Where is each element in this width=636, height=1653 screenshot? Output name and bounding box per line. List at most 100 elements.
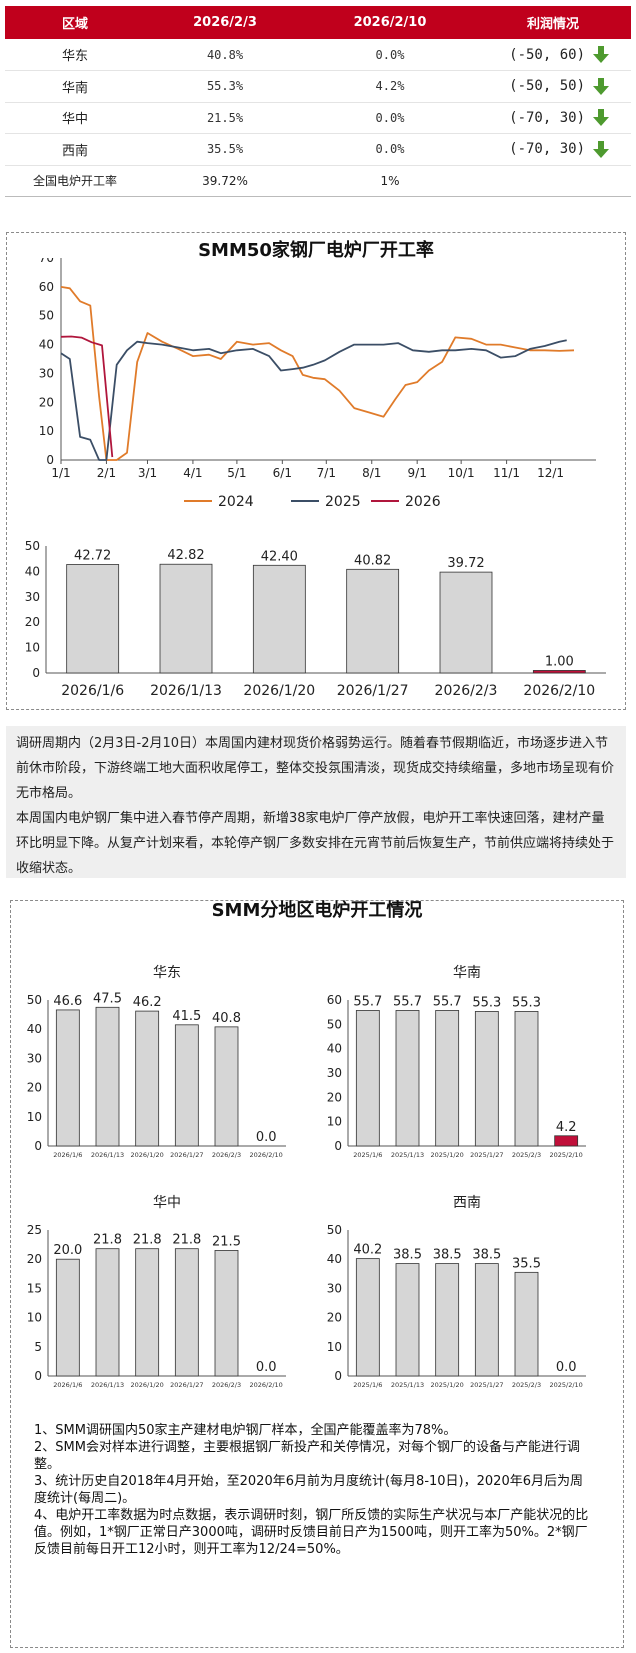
value-cell-date1: 40.8% (145, 39, 305, 71)
y-tick-label: 10 (327, 1115, 342, 1129)
trend-cell (591, 133, 631, 166)
bar-value-label: 39.72 (447, 556, 484, 571)
bar-value-label: 42.40 (261, 549, 298, 564)
bar-value-label: 55.7 (433, 994, 462, 1009)
x-tick-label: 2026/2/10 (249, 1151, 282, 1159)
table-total-row: 全国电炉开工率 39.72% 1% (5, 165, 631, 197)
bar-value-label: 21.8 (133, 1233, 162, 1248)
bar-value-label: 42.82 (167, 548, 204, 563)
y-tick-label: 15 (27, 1281, 42, 1295)
y-tick-label: 40 (25, 564, 40, 578)
y-tick-label: 30 (39, 366, 54, 380)
bar-value-label: 0.0 (256, 1130, 277, 1145)
table-row: 华中 21.5% 0.0% (-70, 30) (5, 102, 631, 134)
table-row: 华东 40.8% 0.0% (-50, 60) (5, 39, 631, 71)
bar-value-label: 38.5 (433, 1248, 462, 1263)
y-tick-label: 40 (27, 1022, 42, 1036)
bar-value-label: 47.5 (93, 991, 122, 1006)
series-line-2025 (60, 339, 567, 461)
y-tick-label: 0 (334, 1369, 342, 1383)
bar (355, 1258, 380, 1377)
down-arrow-shape (593, 109, 609, 127)
y-tick-label: 20 (25, 615, 40, 629)
legend-label-2024: 2024 (218, 494, 254, 510)
bar (532, 670, 586, 674)
x-tick-label: 2026/1/13 (91, 1381, 124, 1389)
x-tick-label: 2025/2/10 (549, 1381, 582, 1389)
x-tick-label: 2025/2/3 (512, 1151, 541, 1159)
total-region-cell: 全国电炉开工率 (5, 165, 145, 197)
total-blank-cell (475, 165, 631, 197)
table-row: 西南 35.5% 0.0% (-70, 30) (5, 133, 631, 166)
regional-title: SMM分地区电炉开工情况 (211, 900, 423, 921)
summary-table: 区域 2026/2/3 2026/2/10 利润情况 华东 40.8% 0.0% (-… (5, 6, 631, 197)
bar-value-label: 38.5 (472, 1248, 501, 1263)
y-tick-label: 70 (39, 258, 54, 265)
x-tick-label: 5/1 (227, 466, 246, 480)
bar (395, 1010, 420, 1147)
bar-value-label: 0.0 (556, 1360, 577, 1375)
y-tick-label: 10 (27, 1311, 42, 1325)
bar-value-label: 55.3 (512, 995, 541, 1010)
narrative-paragraph-2: 本周国内电炉钢厂集中进入春节停产周期，新增38家电炉厂停产放假，电炉开工率快速回… (16, 811, 615, 876)
x-tick-label: 7/1 (317, 466, 336, 480)
bar (66, 564, 120, 674)
table-body: 华东 40.8% 0.0% (-50, 60) 华南 55.3% 4.2% (-50, 50)… (5, 39, 631, 197)
y-tick-label: 30 (27, 1051, 42, 1065)
y-tick-label: 0 (32, 666, 40, 680)
bar (395, 1263, 420, 1377)
region-cell: 西南 (5, 133, 145, 166)
x-tick-label: 2026/1/6 (61, 683, 124, 699)
note-item: 4、电炉开工率数据为时点数据，表示调研时刻，钢厂所反馈的实际生产状况与本厂产能状… (34, 1508, 589, 1557)
bar-value-label: 21.8 (93, 1233, 122, 1248)
region-chart-huazhong: 华中 0 5 10 15 20 25 20.0 2026/1/6 21.8 2026/1/13 21.… (27, 1195, 286, 1389)
down-arrow-shape (593, 77, 609, 95)
table-row: 华南 55.3% 4.2% (-50, 50) (5, 70, 631, 103)
x-tick-label: 11/1 (493, 466, 520, 480)
regional-frame (10, 900, 624, 1648)
narrative-paragraph-1: 调研周期内（2月3日-2月10日）本周国内建材现货价格弱势运行。随着春节假期临近… (16, 736, 615, 801)
table-header-row: 区域 2026/2/3 2026/2/10 利润情况 (5, 6, 631, 39)
y-tick-label: 30 (25, 590, 40, 604)
value-cell-date1: 21.5% (145, 102, 305, 134)
bar-value-label: 55.3 (472, 995, 501, 1010)
down-arrow-icon (593, 140, 609, 158)
x-tick-label: 2026/1/20 (243, 683, 315, 699)
bar-value-label: 20.0 (53, 1243, 82, 1258)
bar (135, 1248, 160, 1377)
value-cell-date2: 0.0% (305, 102, 475, 134)
series-line-2024 (60, 286, 575, 461)
bar (474, 1011, 499, 1147)
note-item: 3、统计历史自2018年4月开始，至2020年6月前为月度统计(每月8-10日)… (34, 1474, 583, 1506)
narrative-panel: 调研周期内（2月3日-2月10日）本周国内建材现货价格弱势运行。随着春节假期临近… (6, 726, 626, 878)
bar-value-label: 21.8 (172, 1233, 201, 1248)
main-chart-title: SMM50家钢厂电炉厂开工率 (198, 240, 434, 261)
region-cell: 华东 (5, 39, 145, 71)
y-tick-label: 60 (327, 993, 342, 1007)
x-tick-label: 2026/2/10 (523, 683, 595, 699)
bar (159, 563, 213, 674)
value-cell-date1: 35.5% (145, 133, 305, 166)
x-tick-label: 2026/2/3 (435, 683, 498, 699)
bar (214, 1026, 239, 1147)
x-tick-label: 2025/1/27 (470, 1381, 503, 1389)
y-tick-label: 0 (34, 1369, 42, 1383)
line-chart: 0 10 20 30 40 50 60 70 1/1 2/1 3/1 4/1 5/1 6/1 7/1 8/1 9… (39, 258, 596, 510)
col-header-profit: 利润情况 (475, 6, 631, 39)
note-item: 1、SMM调研国内50家主产建材电炉钢厂样本，全国产能覆盖率为78%。 (34, 1423, 457, 1438)
y-tick-label: 40 (327, 1042, 342, 1056)
x-tick-label: 2025/1/20 (430, 1381, 463, 1389)
bar-value-label: 35.5 (512, 1256, 541, 1271)
region-chart-huadong: 华东 0 10 20 30 40 50 46.6 2026/1/6 47.5 2026/1/13 46… (27, 965, 286, 1159)
y-tick-label: 50 (25, 539, 40, 553)
x-tick-label: 2026/1/6 (53, 1151, 82, 1159)
x-tick-label: 2026/2/10 (249, 1381, 282, 1389)
col-header-region: 区域 (5, 6, 145, 39)
trend-cell (591, 39, 631, 71)
y-tick-label: 20 (27, 1081, 42, 1095)
x-tick-label: 2025/1/27 (470, 1151, 503, 1159)
bar (474, 1263, 499, 1377)
x-tick-label: 8/1 (362, 466, 381, 480)
y-tick-label: 0 (334, 1139, 342, 1153)
x-tick-label: 2026/2/3 (212, 1381, 241, 1389)
